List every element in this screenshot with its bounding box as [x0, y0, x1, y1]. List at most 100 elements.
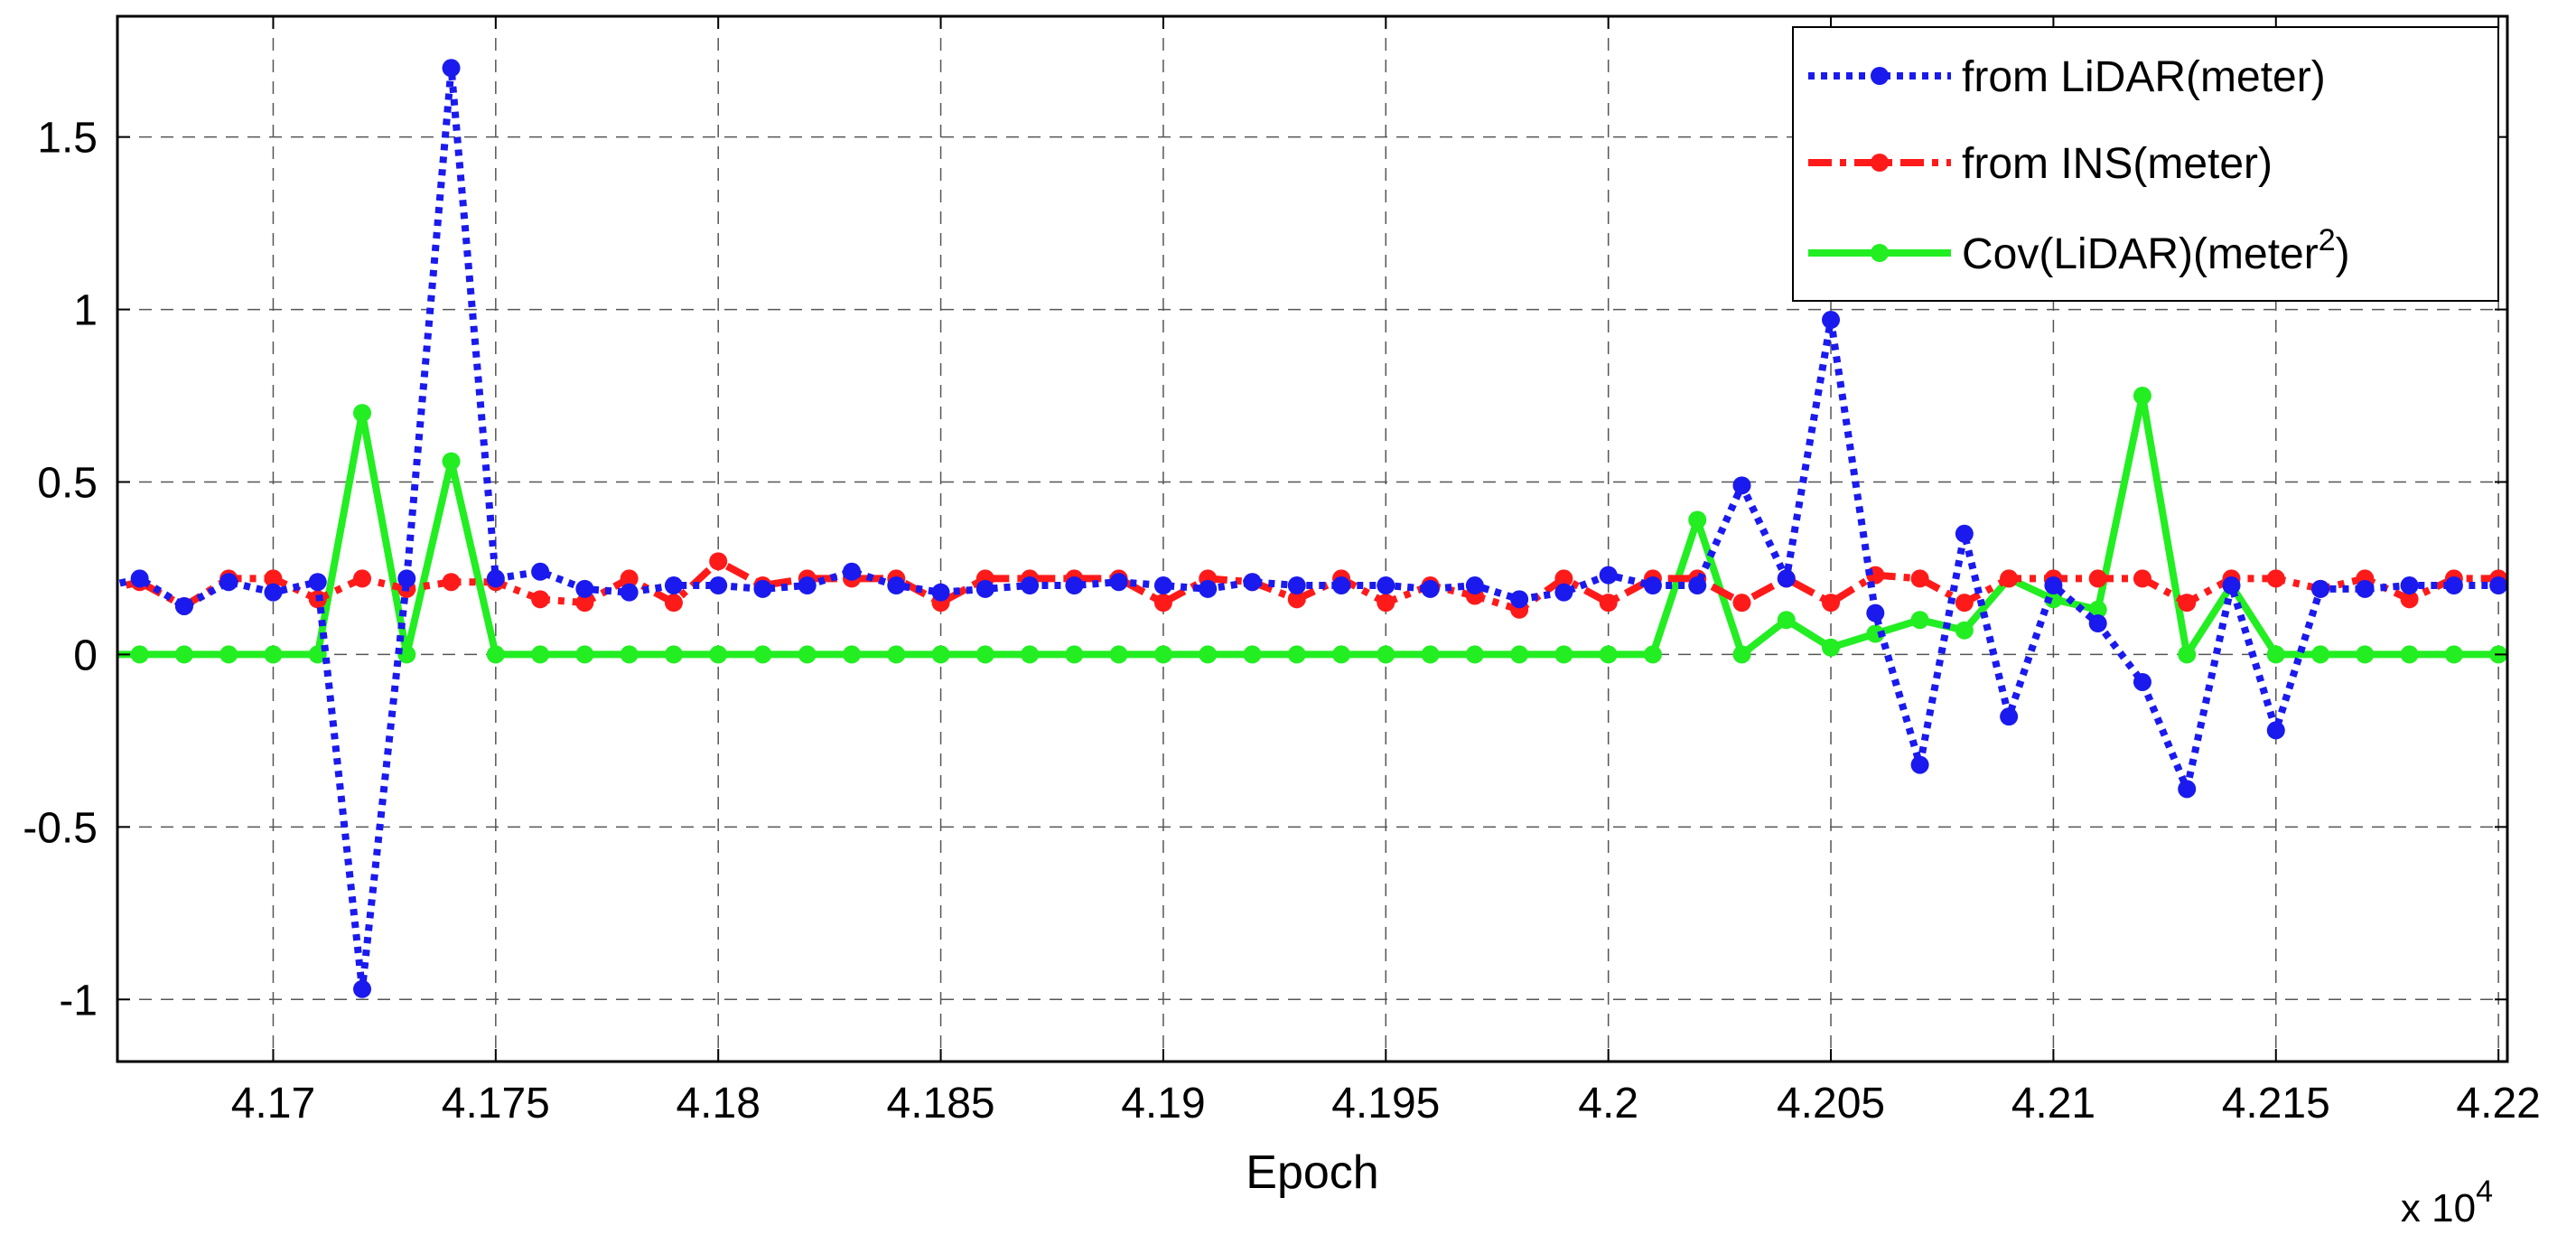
data-point — [709, 645, 728, 664]
data-point — [2000, 569, 2019, 588]
data-point — [1065, 576, 1084, 595]
data-point — [264, 645, 283, 664]
data-point — [1377, 594, 1395, 613]
data-point — [664, 594, 683, 613]
legend-label: from INS(meter) — [1962, 140, 2273, 188]
data-point — [1599, 594, 1618, 613]
data-point — [2311, 579, 2330, 598]
data-point — [1377, 576, 1395, 595]
series-1 — [117, 59, 2507, 998]
data-point — [709, 576, 728, 595]
y-tick-label: 1 — [73, 287, 98, 335]
data-point — [2400, 645, 2419, 664]
data-point — [798, 645, 817, 664]
data-point — [2444, 645, 2463, 664]
legend-label: from LiDAR(meter) — [1962, 53, 2326, 101]
data-point — [1688, 576, 1707, 595]
data-point — [1153, 594, 1172, 613]
legend-label-base: Cov(LiDAR)(meter — [1962, 230, 2319, 278]
data-point — [664, 645, 683, 664]
data-point — [486, 645, 505, 664]
data-point — [843, 562, 862, 581]
data-point — [1332, 576, 1351, 595]
data-point — [1599, 645, 1618, 664]
data-point — [353, 404, 372, 423]
x-tick-label: 4.205 — [1777, 1080, 1885, 1127]
data-point — [1510, 645, 1529, 664]
data-point — [843, 645, 862, 664]
data-point — [1643, 576, 1662, 595]
data-point — [1910, 569, 1929, 588]
x-tick-label: 4.185 — [887, 1080, 995, 1127]
x-tick-label: 4.17 — [231, 1080, 315, 1127]
data-point — [264, 583, 283, 602]
data-point — [664, 576, 683, 595]
data-point — [1109, 573, 1128, 592]
x-tick-label: 4.18 — [676, 1080, 760, 1127]
x-axis-multiplier: x 104 — [2401, 1174, 2493, 1230]
data-point — [1732, 476, 1751, 495]
data-point — [2489, 576, 2507, 595]
y-tick-label: -0.5 — [23, 804, 98, 852]
x-tick-label: 4.22 — [2456, 1080, 2540, 1127]
data-point — [442, 452, 461, 471]
data-point — [798, 576, 817, 595]
data-point — [2266, 569, 2285, 588]
x-tick-label: 4.2 — [1578, 1080, 1638, 1127]
data-point — [486, 569, 505, 588]
data-point — [219, 573, 238, 592]
data-point — [1866, 603, 1885, 622]
legend-swatch-marker — [1871, 154, 1889, 172]
data-point — [1199, 645, 1218, 664]
data-point — [130, 569, 149, 588]
data-point — [1688, 510, 1707, 529]
data-point — [709, 552, 728, 571]
x-axis-title: Epoch — [1246, 1146, 1378, 1199]
legend-label-tail: ) — [2336, 230, 2350, 278]
data-point — [2178, 645, 2197, 664]
series-layer — [117, 59, 2507, 998]
data-point — [1554, 569, 1573, 588]
x-multiplier-exponent: 4 — [2476, 1174, 2493, 1209]
data-point — [1153, 576, 1172, 595]
data-point — [2044, 576, 2063, 595]
data-point — [1287, 645, 1306, 664]
y-tick-label: 0 — [73, 632, 98, 679]
data-point — [2266, 645, 2285, 664]
data-point — [1465, 576, 1484, 595]
data-point — [174, 645, 193, 664]
data-point — [2088, 614, 2107, 633]
data-point — [2133, 387, 2151, 406]
data-point — [2088, 569, 2107, 588]
data-point — [442, 59, 461, 78]
data-point — [1822, 594, 1841, 613]
data-point — [1109, 645, 1128, 664]
data-point — [1510, 590, 1529, 609]
data-point — [1910, 755, 1929, 774]
data-point — [887, 645, 906, 664]
legend-label: Cov(LiDAR)(meter2) — [1962, 223, 2350, 278]
data-point — [2356, 645, 2375, 664]
data-point — [2400, 590, 2419, 609]
data-point — [753, 579, 772, 598]
data-point — [1287, 590, 1306, 609]
data-point — [2400, 576, 2419, 595]
data-point — [753, 645, 772, 664]
data-point — [1377, 645, 1395, 664]
data-point — [1777, 569, 1796, 588]
series-3 — [117, 387, 2507, 664]
data-point — [219, 645, 238, 664]
data-point — [2133, 672, 2151, 691]
data-point — [1243, 645, 1262, 664]
data-point — [1421, 579, 1440, 598]
legend-swatch-marker — [1871, 67, 1889, 85]
data-point — [308, 573, 327, 592]
data-point — [2044, 590, 2063, 609]
data-point — [353, 979, 372, 998]
data-point — [531, 562, 550, 581]
data-point — [2000, 707, 2019, 726]
data-point — [2222, 576, 2241, 595]
grid — [117, 16, 2507, 1062]
data-point — [1065, 645, 1084, 664]
